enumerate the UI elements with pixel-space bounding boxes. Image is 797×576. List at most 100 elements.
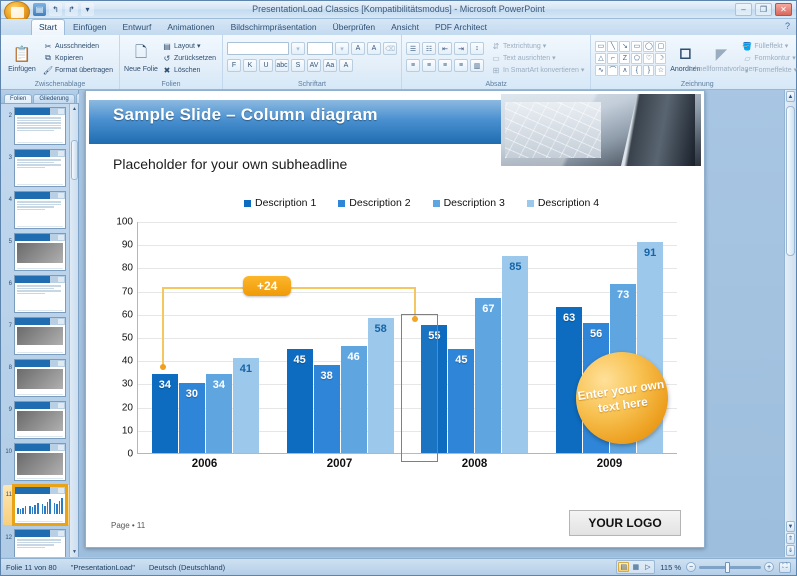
bar-2007-s1[interactable]: 45 — [286, 348, 313, 453]
maximize-button[interactable]: ❐ — [755, 3, 772, 16]
bar-2007-s4[interactable]: 58 — [367, 318, 394, 453]
bar-2009-s1[interactable]: 63 — [556, 306, 583, 453]
grow-font-button[interactable]: A — [351, 42, 366, 55]
italic-button[interactable]: K — [243, 59, 258, 72]
tab-outline[interactable]: Gliederung — [33, 94, 75, 103]
thumbnail-item[interactable]: 7 — [3, 317, 76, 355]
normal-view-button[interactable]: ▤ — [618, 562, 630, 572]
thumbnail-preview[interactable] — [14, 359, 66, 397]
shape-textbox-icon[interactable]: ▭ — [595, 40, 607, 52]
scroll-down-icon[interactable]: ▼ — [786, 521, 795, 532]
tab-bildschirmpraesentation[interactable]: Bildschirmpräsentation — [230, 22, 317, 32]
paste-button[interactable]: 📋 Einfügen — [5, 37, 39, 79]
shape-pentagon-icon[interactable]: ⬠ — [631, 52, 643, 64]
shape-arc-icon[interactable]: ∧ — [619, 64, 631, 76]
zoom-track[interactable] — [699, 561, 761, 573]
tab-ansicht[interactable]: Ansicht — [391, 22, 419, 32]
numbering-button[interactable]: ☷ — [422, 42, 437, 55]
previous-slide-icon[interactable]: ⇑ — [786, 533, 795, 544]
minimize-button[interactable]: – — [735, 3, 752, 16]
bar-2006-s3[interactable]: 34 — [205, 374, 232, 453]
thumbnail-item[interactable]: 2 — [3, 107, 76, 145]
thumbnail-list[interactable]: 2 3 — [1, 104, 78, 557]
stage-scrollbar-thumb[interactable] — [786, 106, 795, 256]
language-indicator[interactable]: Deutsch (Deutschland) — [148, 562, 226, 572]
bar-2007-s2[interactable]: 38 — [313, 364, 340, 453]
slide-canvas[interactable]: Sample Slide – Column diagram Placeholde… — [85, 90, 705, 548]
scroll-up-arrow-icon[interactable]: ▲ — [72, 106, 77, 112]
thumbnail-preview[interactable] — [12, 484, 68, 526]
bold-button[interactable]: F — [227, 59, 242, 72]
shape-triangle-icon[interactable]: △ — [595, 52, 607, 64]
text-direction-button[interactable]: ⇵ Textrichtung ▾ — [489, 41, 586, 52]
underline-button[interactable]: U — [259, 59, 274, 72]
shape-line-icon[interactable]: ╲ — [607, 40, 619, 52]
shapes-gallery[interactable]: ▭ ╲ ↘ ▭ ◯ ▢ △ ⌐ Z ⬠ ♡ ☽ — [595, 40, 667, 76]
tab-entwurf[interactable]: Entwurf — [122, 22, 152, 32]
callout-badge[interactable]: +24 — [243, 276, 292, 296]
thumbnail-item-selected[interactable]: 11 — [3, 484, 76, 526]
thumbnail-item[interactable]: 10 — [3, 443, 76, 481]
tab-start[interactable]: Start — [31, 19, 65, 35]
line-spacing-button[interactable]: ↕ — [470, 42, 485, 55]
thumbnail-preview[interactable] — [14, 191, 66, 229]
zoom-level-label[interactable]: 115 % — [660, 562, 681, 572]
shape-rounded-rect-icon[interactable]: ▢ — [655, 40, 667, 52]
bar-2008-s2[interactable]: 45 — [448, 348, 475, 453]
font-size-input[interactable] — [307, 42, 334, 55]
justify-button[interactable]: ≡ — [454, 59, 469, 72]
layout-button[interactable]: ▤ Layout ▾ — [160, 41, 218, 52]
zoom-knob[interactable] — [725, 561, 730, 573]
slide-sorter-view-button[interactable]: ▦ — [632, 564, 640, 571]
bar-2006-s4[interactable]: 41 — [232, 357, 259, 453]
shrink-font-button[interactable]: A — [367, 42, 382, 55]
shape-lshape-icon[interactable]: ⌐ — [607, 52, 619, 64]
new-slide-button[interactable]: 🗋 Neue Folie — [124, 37, 158, 79]
scrollbar-thumb[interactable] — [71, 140, 78, 180]
increase-indent-button[interactable]: ⇥ — [454, 42, 469, 55]
font-color-button[interactable]: A — [339, 59, 354, 72]
zoom-slider[interactable]: − + — [686, 561, 774, 573]
delete-slide-button[interactable]: ✖ Löschen — [160, 65, 218, 76]
save-icon[interactable]: ▤ — [33, 3, 46, 16]
shape-brace-right-icon[interactable]: } — [643, 64, 655, 76]
bar-2008-s1[interactable]: 55 — [421, 325, 448, 453]
shape-brace-left-icon[interactable]: { — [631, 64, 643, 76]
shape-heart-icon[interactable]: ♡ — [643, 52, 655, 64]
scroll-up-icon[interactable]: ▲ — [786, 91, 795, 102]
shape-curve-icon[interactable]: ⌒ — [607, 64, 619, 76]
fit-slide-to-window-button[interactable]: ⛶ — [779, 561, 791, 573]
align-right-button[interactable]: ≡ — [438, 59, 453, 72]
thumbnail-preview[interactable] — [14, 317, 66, 355]
tab-pdf-architect[interactable]: PDF Architect — [435, 22, 487, 32]
zoom-in-button[interactable]: + — [764, 562, 774, 572]
quick-styles-button[interactable]: ◤ Schnellformatvorlagen — [687, 43, 757, 73]
logo-placeholder[interactable]: YOUR LOGO — [569, 510, 681, 536]
thumbnail-item[interactable]: 6 — [3, 275, 76, 313]
thumbnail-item[interactable]: 9 — [3, 401, 76, 439]
close-button[interactable]: ✕ — [775, 3, 792, 16]
thumbnail-preview[interactable] — [14, 443, 66, 481]
shape-fill-button[interactable]: 🪣 Fülleffekt ▾ — [740, 41, 797, 52]
arrange-button[interactable]: 🞑 Anordnen — [668, 43, 702, 74]
bar-2006-s2[interactable]: 30 — [178, 383, 205, 453]
scroll-down-arrow-icon[interactable]: ▼ — [72, 549, 77, 555]
font-name-chevron-icon[interactable]: ▾ — [291, 42, 306, 55]
shape-outline-button[interactable]: ▱ Formkontur ▾ — [740, 53, 797, 64]
thumbnail-preview[interactable] — [14, 233, 66, 271]
convert-smartart-button[interactable]: ⊞ In SmartArt konvertieren ▾ — [489, 65, 586, 76]
thumbnail-item[interactable]: 8 — [3, 359, 76, 397]
stage-vertical-scrollbar[interactable]: ▲ ▼ ⇑ ⇓ — [784, 90, 796, 557]
tab-slides[interactable]: Folien — [4, 94, 33, 103]
columns-button[interactable]: ▥ — [470, 59, 485, 72]
bullets-button[interactable]: ☰ — [406, 42, 421, 55]
cut-button[interactable]: ✂ Ausschneiden — [41, 41, 115, 52]
thumbnail-item[interactable]: 4 — [3, 191, 76, 229]
shape-star-icon[interactable]: ☆ — [655, 64, 667, 76]
copy-button[interactable]: ⧉ Kopieren — [41, 53, 115, 64]
shape-effects-button[interactable]: ◐ Formeffekte ▾ — [740, 65, 797, 76]
align-text-button[interactable]: ▭ Text ausrichten ▾ — [489, 53, 586, 64]
thumbnail-preview[interactable] — [14, 107, 66, 145]
next-slide-icon[interactable]: ⇓ — [786, 545, 795, 556]
shape-arrow-icon[interactable]: ↘ — [619, 40, 631, 52]
